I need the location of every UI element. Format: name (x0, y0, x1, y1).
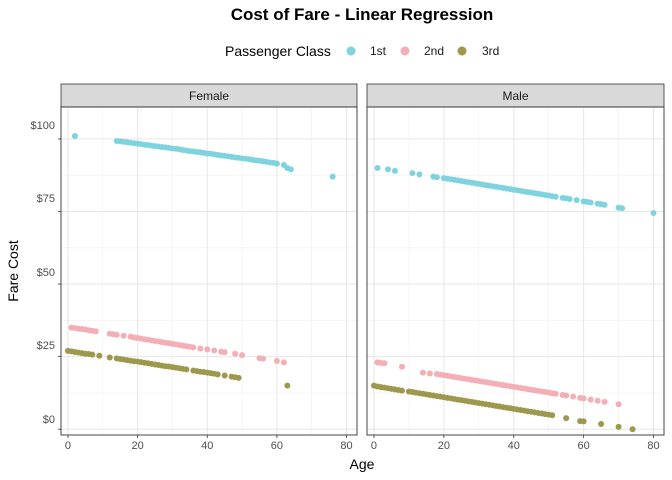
point-2nd (211, 347, 218, 354)
point-1st (573, 197, 580, 204)
series-1st-male (374, 164, 657, 216)
x-tick-label-male-0: 0 (371, 440, 377, 452)
point-1st (329, 173, 336, 180)
point-3rd (106, 354, 113, 361)
point-1st (384, 166, 391, 173)
point-2nd (232, 350, 239, 357)
point-2nd (92, 328, 99, 335)
point-1st (552, 193, 559, 200)
series-2nd-male (374, 359, 622, 408)
y-tick-label-50: $50 (37, 267, 55, 279)
point-1st (409, 170, 416, 177)
point-2nd (601, 398, 608, 405)
point-3rd (284, 382, 291, 389)
legend-title: Passenger Class (225, 43, 331, 59)
point-2nd (259, 355, 266, 362)
point-3rd (221, 372, 228, 379)
point-2nd (190, 344, 197, 351)
legend-label-1st: 1st (370, 44, 387, 58)
panel-female: Female 0 20 40 60 80 (58, 83, 358, 452)
y-tick-label-25: $25 (37, 340, 55, 352)
point-2nd (239, 352, 246, 359)
x-tick-label-male-60: 60 (578, 440, 590, 452)
series-3rd-male (370, 382, 636, 433)
point-3rd (214, 371, 221, 378)
series-3rd-female (64, 347, 291, 389)
point-3rd (183, 366, 190, 373)
point-1st (601, 201, 608, 208)
strip-label-female: Female (189, 89, 229, 103)
panel-border-female (60, 106, 358, 436)
series-2nd-female (68, 324, 287, 366)
x-tick-label-female-40: 40 (201, 440, 213, 452)
point-3rd (398, 387, 405, 394)
point-3rd (96, 352, 103, 359)
point-2nd (204, 346, 211, 353)
x-tick-label-female-80: 80 (340, 440, 352, 452)
point-2nd (552, 390, 559, 397)
y-axis-title: Fare Cost (5, 240, 21, 302)
x-tick-label-female-20: 20 (131, 440, 143, 452)
point-3rd (598, 420, 605, 427)
strip-label-male: Male (502, 89, 528, 103)
point-1st (71, 133, 78, 140)
point-1st (566, 196, 573, 203)
x-tick-label-male-20: 20 (438, 440, 450, 452)
point-2nd (426, 370, 433, 377)
point-2nd (580, 395, 587, 402)
point-1st (619, 205, 626, 212)
x-tick-label-male-40: 40 (508, 440, 520, 452)
point-1st (391, 167, 398, 174)
point-1st (416, 171, 423, 178)
series-1st-female (71, 133, 336, 180)
point-2nd (594, 397, 601, 404)
legend-key-1st (346, 46, 356, 56)
point-2nd (273, 357, 280, 364)
point-2nd (570, 393, 577, 400)
y-axis-labels: $100 $75 $50 $25 $0 (31, 120, 55, 426)
point-2nd (221, 349, 228, 356)
y-tick-label-0: $0 (43, 414, 55, 426)
point-1st (433, 174, 440, 181)
point-1st (273, 160, 280, 167)
legend-label-2nd: 2nd (424, 44, 444, 58)
panel-male: Male 0 20 40 60 80 (366, 83, 665, 452)
point-2nd (419, 369, 426, 376)
point-1st (650, 209, 657, 216)
y-tick-label-100: $100 (31, 120, 55, 132)
point-2nd (381, 360, 388, 367)
point-3rd (235, 374, 242, 381)
facet-panels: Female 0 20 40 60 80 Male 0 20 40 60 80 (58, 83, 665, 452)
x-axis-title: Age (350, 456, 375, 472)
point-1st (374, 164, 381, 171)
panel-border-male (366, 106, 665, 436)
legend-key-3rd (457, 46, 467, 56)
point-1st (587, 199, 594, 206)
point-2nd (587, 396, 594, 403)
x-tick-label-female-60: 60 (271, 440, 283, 452)
point-1st (287, 166, 294, 173)
point-3rd (615, 423, 622, 430)
x-tick-label-male-80: 80 (647, 440, 659, 452)
point-3rd (629, 426, 636, 433)
point-3rd (563, 415, 570, 422)
legend-label-3rd: 3rd (482, 44, 499, 58)
legend: Passenger Class 1st 2nd 3rd (225, 43, 499, 59)
y-tick-label-75: $75 (37, 193, 55, 205)
point-2nd (563, 392, 570, 399)
point-3rd (549, 412, 556, 419)
point-2nd (120, 332, 127, 339)
point-2nd (398, 363, 405, 370)
point-2nd (113, 331, 120, 338)
point-2nd (615, 401, 622, 408)
legend-key-2nd (400, 46, 410, 56)
point-2nd (197, 345, 204, 352)
chart-title: Cost of Fare - Linear Regression (231, 5, 494, 24)
x-tick-label-female-0: 0 (65, 440, 71, 452)
point-3rd (580, 418, 587, 425)
point-3rd (89, 351, 96, 358)
point-2nd (280, 359, 287, 366)
